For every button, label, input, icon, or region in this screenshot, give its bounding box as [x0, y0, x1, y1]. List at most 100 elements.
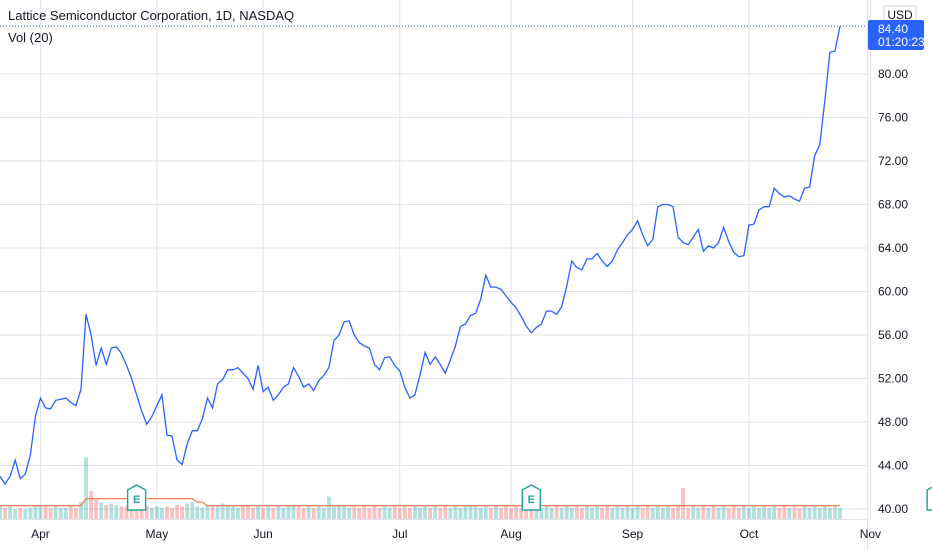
- earnings-marker[interactable]: E: [521, 484, 542, 511]
- volume-bar: [827, 507, 832, 519]
- volume-bar: [428, 507, 433, 519]
- volume-bars: [0, 457, 842, 519]
- volume-indicator-label[interactable]: Vol (20): [8, 30, 53, 45]
- price-axis[interactable]: 40.00 44.00 48.00 52.00 56.00 60.00 64.00 68.00…: [878, 67, 908, 516]
- volume-bar: [752, 506, 756, 519]
- volume-bar: [43, 506, 48, 519]
- volume-bar: [342, 506, 346, 519]
- volume-bar: [600, 507, 605, 519]
- volume-bar: [483, 506, 488, 519]
- volume-bar: [736, 507, 741, 519]
- volume-bar: [580, 507, 584, 519]
- x-tick-label: Sep: [622, 527, 644, 541]
- volume-bar: [129, 507, 134, 519]
- volume-bar: [261, 507, 266, 519]
- volume-bar: [529, 507, 534, 519]
- volume-bar: [230, 506, 235, 519]
- volume-bar: [650, 507, 655, 519]
- y-tick-label: 68.00: [878, 198, 908, 212]
- volume-bar: [787, 507, 792, 519]
- volume-bar: [640, 507, 645, 519]
- volume-bar: [747, 507, 751, 519]
- time-axis[interactable]: Apr May Jun Jul Aug Sep Oct Nov: [31, 527, 881, 541]
- earnings-marker[interactable]: E: [126, 484, 147, 511]
- x-tick-label: Oct: [740, 527, 759, 541]
- volume-bar: [68, 506, 73, 519]
- y-tick-label: 76.00: [878, 111, 908, 125]
- volume-bar: [266, 506, 271, 519]
- volume-bar: [154, 506, 159, 519]
- volume-bar: [311, 507, 316, 519]
- volume-bar: [220, 503, 225, 519]
- earnings-marker[interactable]: E: [926, 485, 932, 511]
- volume-bar: [99, 502, 104, 519]
- volume-bar: [316, 506, 321, 519]
- volume-bar: [731, 506, 736, 519]
- volume-bar: [625, 506, 630, 519]
- volume-bar: [488, 507, 493, 519]
- volume-bar: [256, 506, 260, 519]
- volume-bar: [463, 506, 468, 519]
- volume-bar: [28, 507, 33, 519]
- y-tick-label: 64.00: [878, 241, 908, 255]
- earnings-marker-shape: [521, 484, 542, 511]
- volume-bar: [539, 507, 544, 519]
- volume-bar: [246, 505, 250, 519]
- y-tick-label: 44.00: [878, 459, 908, 473]
- volume-bar: [251, 507, 255, 519]
- volume-bar: [352, 506, 357, 519]
- volume-bar: [549, 507, 554, 519]
- volume-bar: [215, 506, 220, 519]
- volume-bar: [655, 506, 660, 519]
- volume-bar: [782, 506, 787, 519]
- volume-bar: [812, 506, 817, 519]
- volume-bar: [321, 507, 326, 519]
- volume-bar: [235, 507, 240, 519]
- volume-bar: [762, 506, 766, 519]
- x-tick-label: Apr: [31, 527, 50, 541]
- volume-bar: [402, 506, 407, 519]
- volume-bar: [306, 506, 311, 519]
- volume-bar: [660, 507, 665, 519]
- volume-bar: [8, 506, 13, 519]
- volume-bar: [711, 506, 716, 519]
- volume-bar: [225, 505, 230, 519]
- volume-bar: [645, 506, 650, 519]
- volume-bar: [448, 507, 453, 519]
- volume-bar: [18, 507, 23, 519]
- volume-bar: [240, 506, 245, 519]
- volume-bar: [392, 506, 397, 519]
- volume-bar: [524, 506, 529, 519]
- volume-bar: [494, 506, 498, 519]
- x-tick-label: Aug: [500, 527, 521, 541]
- volume-bar: [170, 507, 174, 519]
- volume-bar: [407, 507, 412, 519]
- volume-bar: [822, 506, 827, 519]
- volume-bar: [590, 507, 594, 519]
- y-tick-label: 56.00: [878, 328, 908, 342]
- volume-bar: [144, 506, 149, 519]
- chart-title: Lattice Semiconductor Corporation, 1D, N…: [8, 8, 294, 23]
- volume-bar: [175, 505, 180, 519]
- volume-bar: [180, 506, 185, 519]
- volume-bar: [605, 506, 610, 519]
- volume-bar: [458, 507, 463, 519]
- volume-bar: [134, 506, 139, 519]
- volume-bar: [347, 507, 352, 519]
- volume-bar: [362, 506, 367, 519]
- volume-bar: [210, 506, 215, 519]
- volume-bar: [291, 505, 296, 519]
- y-tick-label: 52.00: [878, 372, 908, 386]
- volume-bar: [382, 506, 387, 519]
- volume-bar: [332, 506, 336, 519]
- volume-bar: [615, 506, 620, 519]
- volume-bar: [337, 505, 341, 519]
- volume-bar: [701, 506, 706, 519]
- volume-bar: [559, 507, 564, 519]
- volume-bar: [509, 507, 513, 519]
- volume-bar: [387, 507, 392, 519]
- volume-bar: [367, 507, 372, 519]
- volume-bar: [610, 507, 615, 519]
